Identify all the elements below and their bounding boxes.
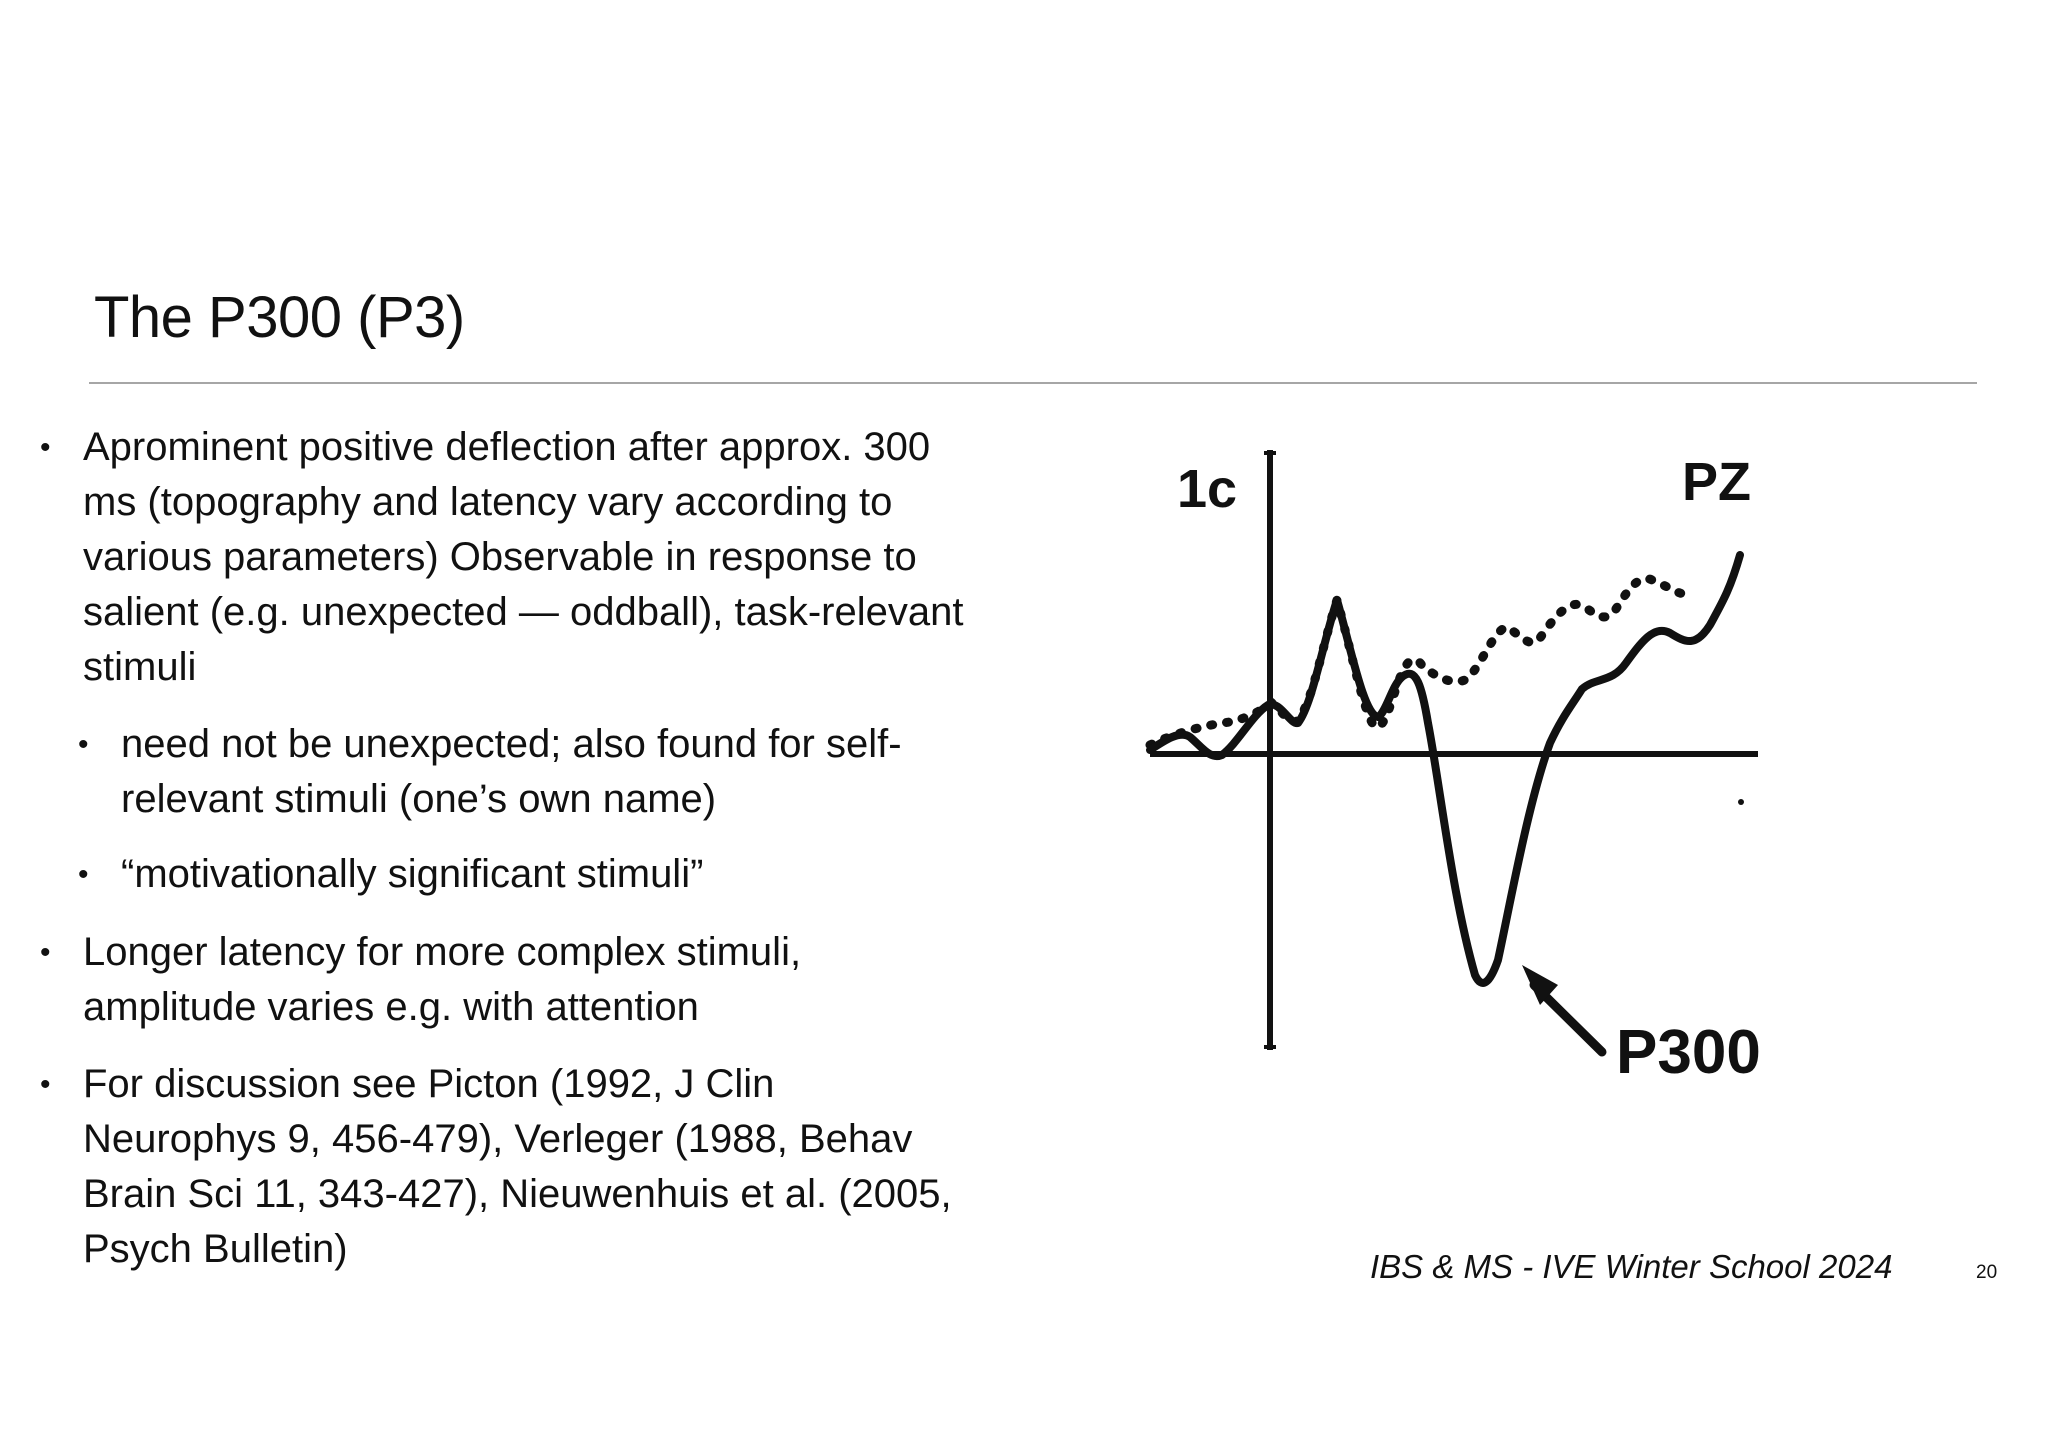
bullet-line: For discussion see Picton (1992, J Clin — [83, 1062, 775, 1106]
title-divider — [89, 382, 1977, 384]
standard-waveform-dotted — [1145, 574, 1695, 750]
electrode-label: PZ — [1682, 452, 1751, 512]
bullet-text: need not be unexpected; also found for s… — [121, 717, 1081, 827]
bullet-dot: • — [40, 936, 51, 969]
bullet-line: relevant stimuli (one’s own name) — [121, 777, 717, 821]
bullet-line: salient (e.g. unexpected — oddball), tas… — [83, 590, 964, 634]
bullet-line: Neurophys 9, 456-479), Verleger (1988, B… — [83, 1117, 913, 1161]
erp-waveform-figure: 1c PZ P300 — [1145, 450, 1761, 1085]
page-number: 20 — [1976, 1262, 1998, 1283]
p300-arrow-head — [1522, 965, 1558, 1005]
slide-title: The P300 (P3) — [94, 285, 465, 350]
p300-component-label: P300 — [1616, 1018, 1761, 1085]
target-waveform-solid — [1146, 551, 1744, 987]
bullet-dot: • — [40, 1068, 51, 1101]
bullet-dot: • — [40, 431, 51, 464]
bullet-text: For discussion see Picton (1992, J Clin … — [83, 1057, 1083, 1277]
bullet-line: need not be unexpected; also found for s… — [121, 722, 902, 766]
bullet-line: “motivationally significant stimuli” — [121, 852, 704, 896]
bullet-line: amplitude varies e.g. with attention — [83, 985, 699, 1029]
bullet-dot: • — [78, 858, 89, 891]
bullet-line: Psych Bulletin) — [83, 1227, 348, 1271]
bullet-dot: • — [78, 728, 89, 761]
bullet-line: ms (topography and latency vary accordin… — [83, 480, 893, 524]
bullet-line: Brain Sci 11, 343-427), Nieuwenhuis et a… — [83, 1172, 952, 1216]
bullet-line: various parameters) Observable in respon… — [83, 535, 917, 579]
footer-text: IBS & MS - IVE Winter School 2024 — [1370, 1248, 1893, 1285]
bullet-text: Aprominent positive deflection after app… — [83, 420, 1083, 695]
bullet-text: “motivationally significant stimuli” — [121, 847, 1081, 902]
bullet-line: stimuli — [83, 645, 197, 689]
figure-stray-dot — [1738, 799, 1744, 805]
bullet-line: Longer latency for more complex stimuli, — [83, 930, 802, 974]
bullet-line: Aprominent positive deflection after app… — [83, 425, 931, 469]
scale-label: 1c — [1177, 459, 1237, 519]
bullet-text: Longer latency for more complex stimuli,… — [83, 925, 1083, 1035]
